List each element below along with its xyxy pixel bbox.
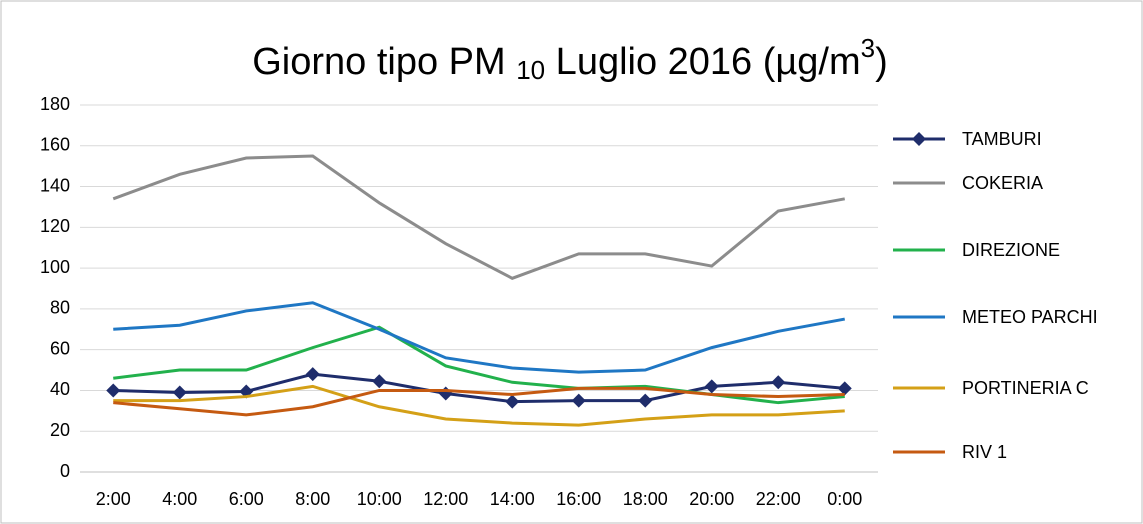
y-tick-label: 40 <box>50 379 70 399</box>
x-tick-label: 0:00 <box>827 489 862 509</box>
chart-title: Giorno tipo PM 10 Luglio 2016 (µg/m3) <box>252 33 888 85</box>
title-part: Luglio 2016 (µg/m <box>545 41 861 83</box>
series-line <box>113 386 845 417</box>
data-marker <box>305 367 320 382</box>
legend-label: PORTINERIA C <box>962 378 1089 398</box>
x-tick-label: 16:00 <box>556 489 601 509</box>
title-part: Giorno tipo PM <box>252 41 516 83</box>
x-tick-label: 10:00 <box>357 489 402 509</box>
x-tick-label: 14:00 <box>490 489 535 509</box>
series-line <box>113 301 846 374</box>
legend-label: RIV 1 <box>962 442 1008 462</box>
series-line <box>112 154 846 280</box>
y-tick-label: 20 <box>50 420 70 440</box>
x-tick-label: 20:00 <box>689 489 734 509</box>
data-marker <box>372 374 387 389</box>
legend-label: COKERIA <box>962 173 1044 193</box>
data-marker <box>505 394 520 409</box>
data-marker <box>837 381 852 396</box>
data-marker <box>771 375 786 390</box>
x-tick-label: 22:00 <box>756 489 801 509</box>
y-tick-label: 80 <box>50 298 70 318</box>
x-tick-label: 12:00 <box>423 489 468 509</box>
y-tick-label: 60 <box>50 338 70 358</box>
y-tick-label: 140 <box>40 175 70 195</box>
legend-label: TAMBURI <box>962 129 1042 149</box>
y-tick-label: 160 <box>40 135 70 155</box>
x-tick-label: 4:00 <box>162 489 197 509</box>
legend-label: DIREZIONE <box>962 240 1061 260</box>
y-tick-label: 180 <box>40 94 70 114</box>
title-part: ) <box>875 41 888 83</box>
legend-marker <box>912 132 926 146</box>
series-line <box>113 384 845 427</box>
data-marker <box>106 383 121 398</box>
x-tick-label: 8:00 <box>295 489 330 509</box>
y-tick-label: 0 <box>60 461 70 481</box>
x-tick-label: 2:00 <box>96 489 131 509</box>
data-marker <box>172 385 187 400</box>
title-subscript: 10 <box>516 55 545 85</box>
legend-label: METEO PARCHI <box>962 307 1098 327</box>
data-marker <box>704 379 719 394</box>
data-marker <box>571 393 586 408</box>
y-tick-label: 100 <box>40 257 70 277</box>
series-line <box>113 372 845 404</box>
data-marker <box>638 393 653 408</box>
x-tick-label: 18:00 <box>623 489 668 509</box>
title-superscript: 3 <box>861 33 875 63</box>
y-tick-label: 120 <box>40 216 70 236</box>
x-tick-label: 6:00 <box>229 489 264 509</box>
